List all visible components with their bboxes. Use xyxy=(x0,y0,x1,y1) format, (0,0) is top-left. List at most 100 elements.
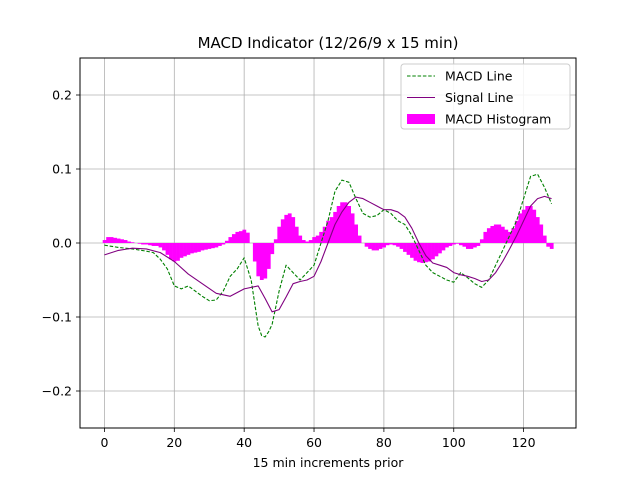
histogram-bar xyxy=(326,220,331,243)
histogram-bar xyxy=(514,220,519,243)
x-tick-label: 40 xyxy=(236,435,252,450)
histogram-bar xyxy=(277,226,282,243)
histogram-bar xyxy=(137,243,142,244)
line-series xyxy=(104,173,553,338)
histogram-bar xyxy=(301,240,306,243)
legend: MACD Line Signal Line MACD Histogram xyxy=(400,63,571,130)
y-tick-label: −0.2 xyxy=(42,384,72,399)
histogram-bar xyxy=(420,243,425,263)
histogram-bar xyxy=(245,232,250,243)
histogram-bar xyxy=(197,243,201,252)
histogram-bar xyxy=(507,231,512,243)
histogram-bar xyxy=(448,243,453,246)
histogram-bar xyxy=(287,213,292,243)
histogram-bar xyxy=(242,229,247,243)
histogram-bar xyxy=(109,237,114,243)
histogram-bar xyxy=(434,243,439,257)
histogram-bar xyxy=(235,231,240,243)
histogram-bar xyxy=(315,235,320,243)
histogram-bar xyxy=(130,242,135,243)
histogram-bar xyxy=(403,243,407,252)
histogram-bar xyxy=(452,243,456,245)
x-tick-label: 20 xyxy=(166,435,182,450)
histogram-bar xyxy=(417,243,421,263)
histogram-bar xyxy=(190,243,194,254)
histogram-bar xyxy=(280,219,285,243)
histogram-bar xyxy=(539,224,544,243)
histogram-bar xyxy=(382,243,386,248)
histogram-bar xyxy=(214,243,219,248)
histogram-bar xyxy=(116,238,121,243)
histogram-bar xyxy=(106,237,110,243)
histogram-bar xyxy=(179,243,184,258)
histogram-bar xyxy=(162,243,166,251)
legend-box xyxy=(400,63,571,130)
histogram-bar xyxy=(438,243,442,254)
histogram-bar xyxy=(151,243,156,246)
histogram-bar xyxy=(217,243,222,246)
histogram-bar xyxy=(169,243,173,260)
histogram-bar xyxy=(385,243,390,246)
histogram-bar xyxy=(165,243,170,255)
histogram-bar xyxy=(441,243,446,251)
histogram-bar xyxy=(210,243,215,249)
histogram-bar xyxy=(535,217,540,243)
x-tick-label: 60 xyxy=(306,435,322,450)
histogram-bar xyxy=(427,243,432,262)
histogram-bar xyxy=(525,206,530,243)
histogram-bar xyxy=(424,243,428,263)
histogram-bar xyxy=(483,231,488,243)
histogram-bar xyxy=(521,209,526,243)
histogram-bar xyxy=(158,243,163,248)
histogram-bar xyxy=(298,235,303,243)
histogram-bar xyxy=(127,241,131,243)
histogram-bar xyxy=(368,243,372,249)
histogram-bar xyxy=(350,213,355,243)
histogram-bar xyxy=(336,206,341,243)
histogram-bar xyxy=(329,217,334,243)
histogram-bar xyxy=(273,239,278,243)
histogram-bar xyxy=(228,237,233,243)
histogram-bar xyxy=(221,243,226,245)
histogram-bar xyxy=(364,243,369,247)
histogram-bar xyxy=(322,226,327,243)
histogram-bar xyxy=(396,243,400,247)
histogram-bar xyxy=(207,243,212,249)
histogram-bar xyxy=(294,226,299,243)
legend-swatch-histogram xyxy=(407,114,435,124)
axis-ticks: 0 20 40 60 80 100 120 −0.2 −0.1 0.0 0.1 0.2 xyxy=(42,88,536,451)
histogram-bar xyxy=(231,234,236,243)
histogram-bar xyxy=(375,243,379,251)
histogram-bar xyxy=(347,206,352,243)
histogram-bar xyxy=(462,243,467,247)
y-tick-label: 0.1 xyxy=(52,162,72,177)
histogram-bar xyxy=(193,243,198,253)
histogram-bar xyxy=(113,237,117,243)
y-tick-label: −0.1 xyxy=(42,310,72,325)
histogram-bar xyxy=(399,243,404,249)
histogram-bar xyxy=(284,214,289,243)
histogram-bar xyxy=(476,243,481,246)
histogram-bar xyxy=(389,243,393,245)
histogram-bar xyxy=(479,239,484,243)
histogram-bar xyxy=(371,243,376,251)
histogram-bar xyxy=(155,243,159,246)
x-tick-label: 0 xyxy=(100,435,108,450)
histogram-bar xyxy=(308,240,313,243)
legend-label: Signal Line xyxy=(445,90,514,105)
histogram-bar xyxy=(224,240,229,243)
chart-title: MACD Indicator (12/26/9 x 15 min) xyxy=(198,34,459,52)
histogram-bar xyxy=(141,243,145,245)
histogram-bar xyxy=(469,243,474,249)
histogram-bar xyxy=(312,237,317,243)
histogram-bar xyxy=(200,243,205,251)
histogram-bar xyxy=(546,243,551,247)
y-tick-label: 0.0 xyxy=(52,236,72,251)
histogram-bar xyxy=(500,226,505,243)
histogram-bar xyxy=(490,225,495,243)
legend-label: MACD Histogram xyxy=(445,112,551,127)
histogram-bar xyxy=(343,202,348,243)
legend-label: MACD Line xyxy=(445,69,513,84)
histogram-bar xyxy=(410,243,414,258)
